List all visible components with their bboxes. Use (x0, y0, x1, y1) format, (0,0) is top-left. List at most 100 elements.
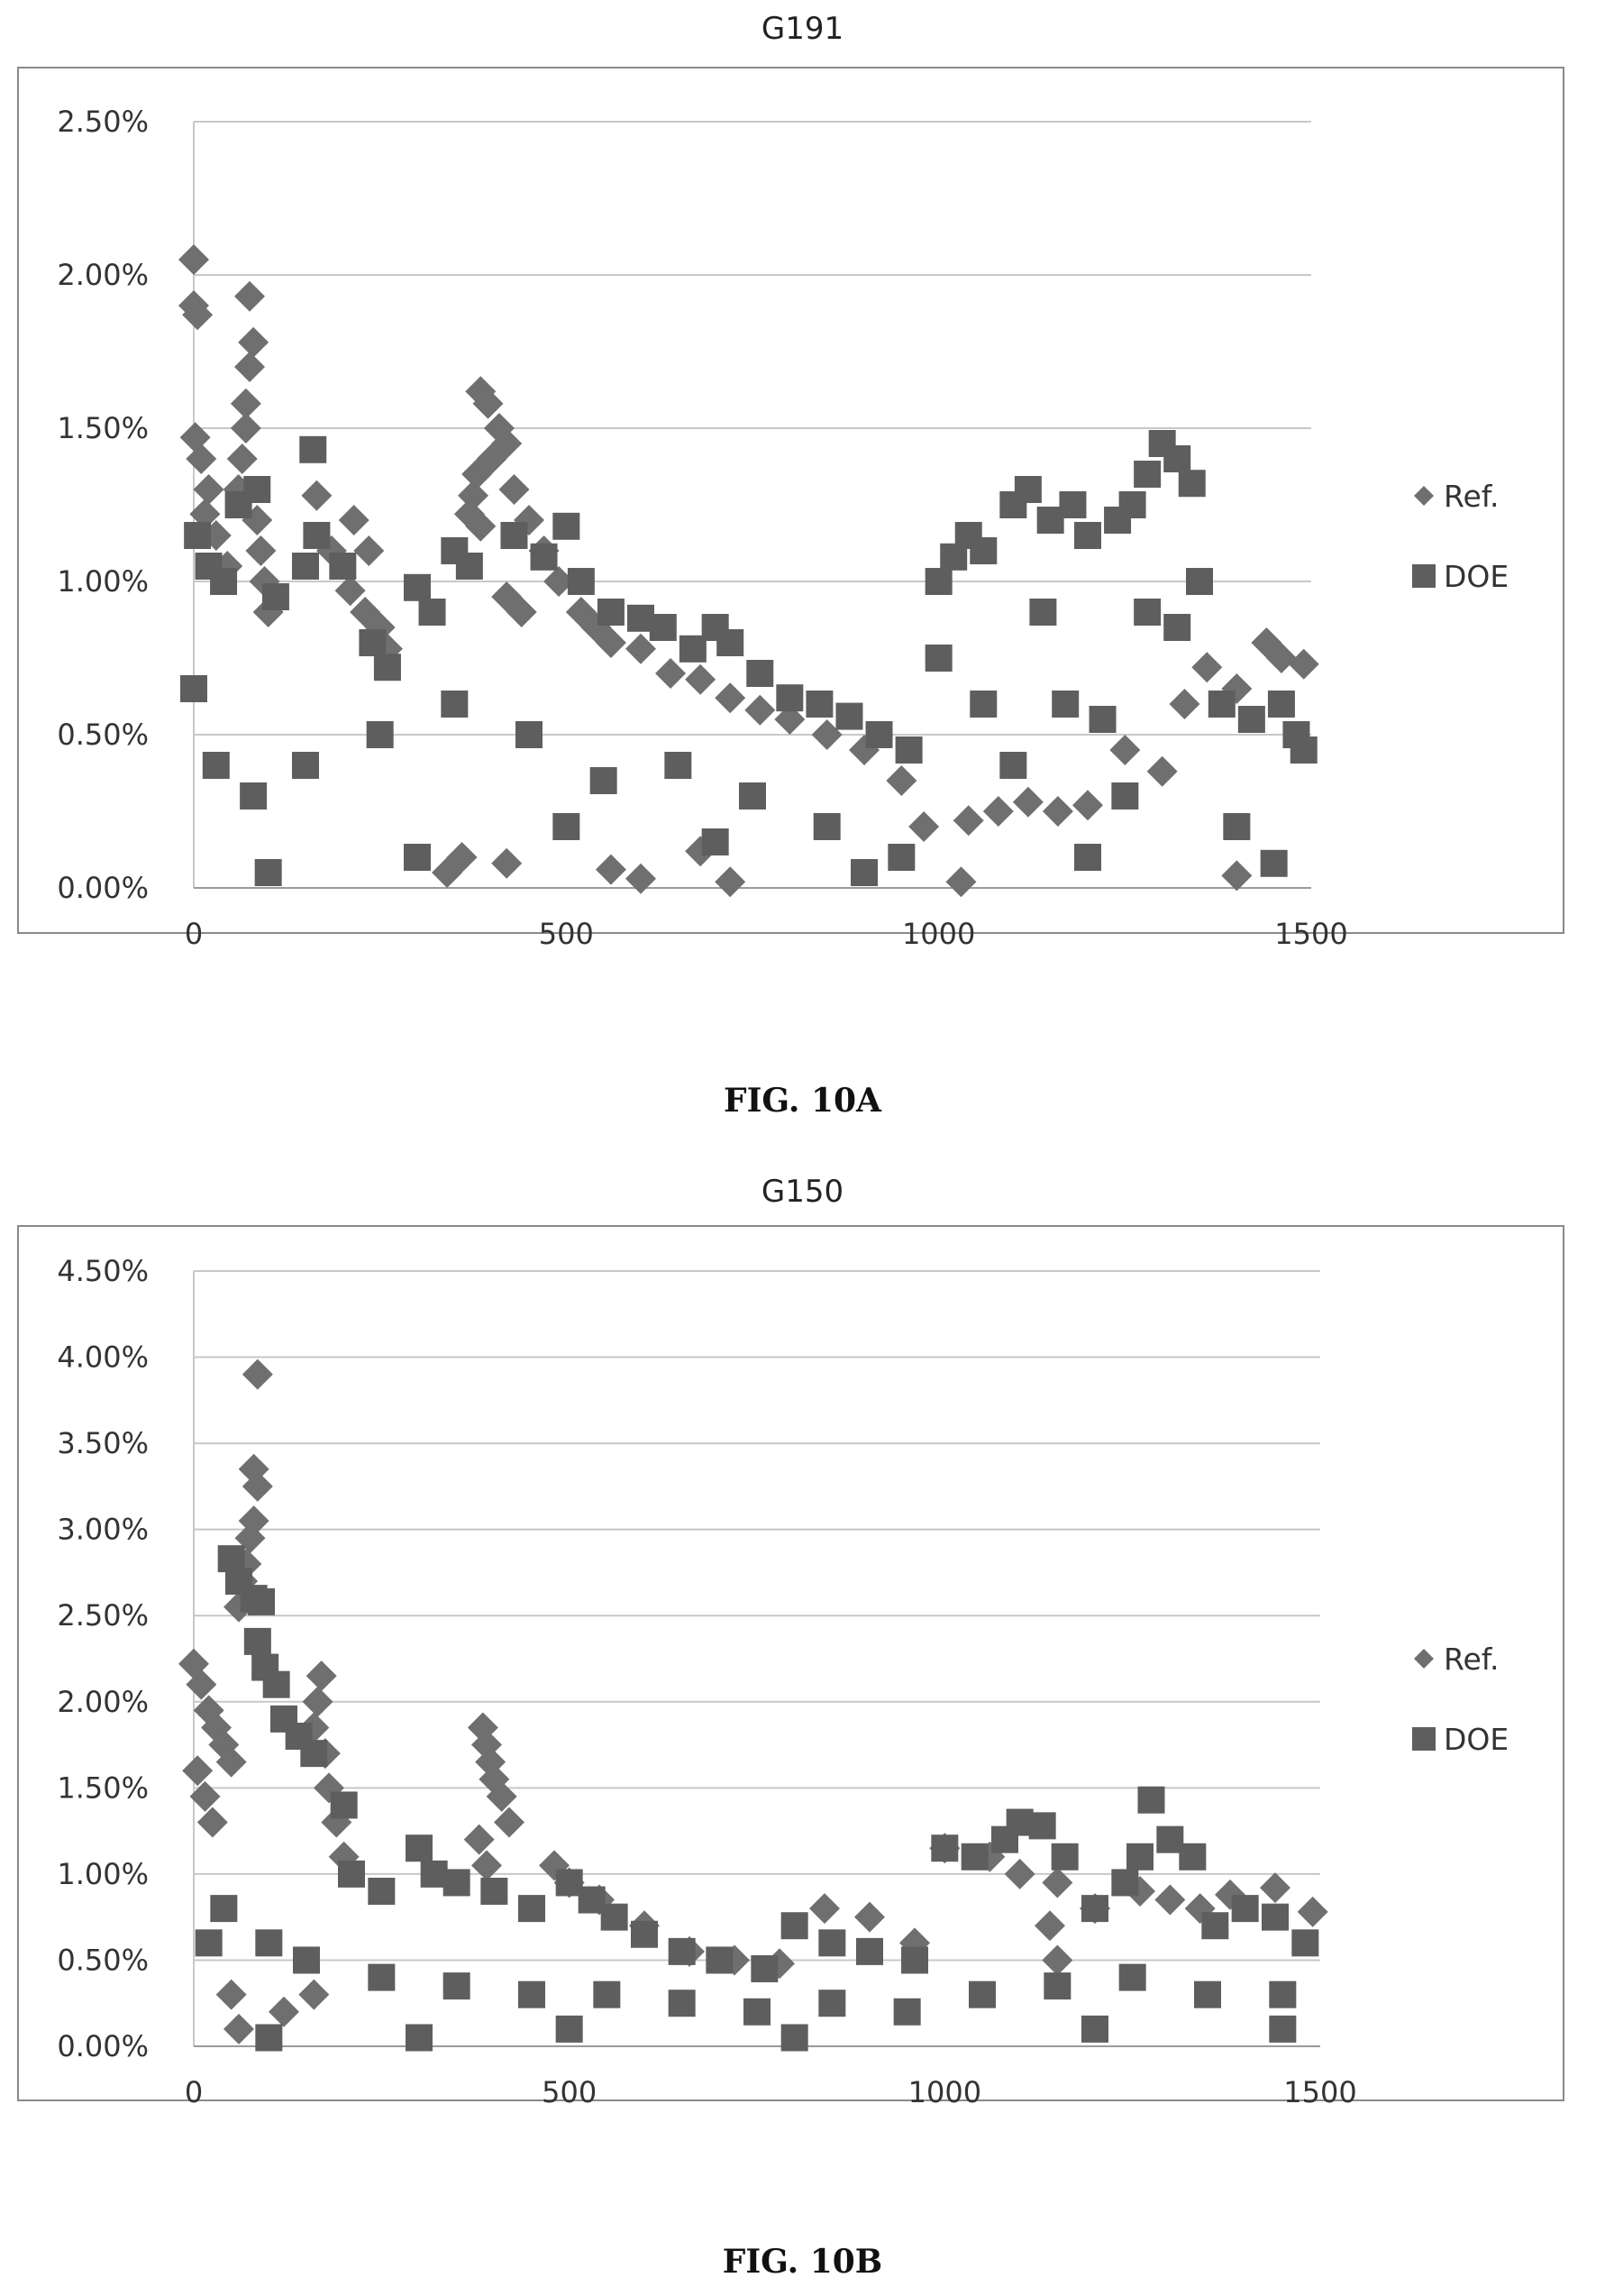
doe-point (1134, 461, 1162, 488)
y-tick-label: 0.00% (57, 871, 149, 905)
doe-point (366, 721, 394, 748)
y-tick-label: 3.00% (57, 1513, 149, 1547)
y-tick-label: 1.00% (57, 1857, 149, 1891)
doe-point (780, 2024, 808, 2052)
doe-point (668, 1937, 696, 1965)
ref-point (334, 575, 366, 607)
doe-point (1074, 522, 1101, 549)
y-tick-label: 0.50% (57, 1943, 149, 1977)
ref-point (242, 1358, 273, 1390)
x-tick-label: 0 (185, 917, 203, 951)
figure-10a: G191 0.00% 0.50% 1.00% 1.50% 2.00% 2.50% 0 500 1… (0, 0, 1605, 1120)
doe-point (1089, 706, 1117, 733)
doe-point (1059, 491, 1087, 518)
doe-point (1201, 1912, 1229, 1940)
ref-point (196, 1807, 228, 1838)
ref-point (465, 510, 497, 542)
doe-point (248, 1587, 275, 1615)
ref-point (1169, 689, 1200, 719)
doe-point (806, 691, 834, 718)
legend-diamond-icon (1414, 486, 1434, 506)
ref-point (1072, 790, 1103, 821)
doe-point (1163, 614, 1191, 641)
doe-point (1028, 1812, 1056, 1840)
ref-point (1260, 1872, 1290, 1904)
ref-point (1146, 755, 1178, 787)
doe-point (368, 1878, 396, 1905)
doe-point (293, 1946, 320, 1974)
doe-point (901, 1946, 928, 1974)
y-tick-label: 2.50% (57, 105, 149, 139)
legend-square-icon (1412, 564, 1436, 588)
doe-point (1178, 470, 1206, 498)
legend-label: DOE (1444, 1722, 1509, 1757)
y-tick-label: 2.00% (57, 1685, 149, 1719)
doe-point (701, 828, 729, 855)
doe-point (813, 813, 841, 840)
doe-point (835, 702, 863, 730)
doe-point (893, 1998, 921, 2026)
doe-point (195, 1929, 223, 1957)
ref-point (1042, 796, 1073, 827)
doe-point (1262, 1903, 1289, 1931)
doe-point (931, 1834, 959, 1862)
ref-point (715, 866, 746, 898)
figure-caption: FIG. 10B (722, 2243, 883, 2281)
legend-label: DOE (1444, 559, 1509, 594)
ref-point (242, 1470, 273, 1502)
doe-point (518, 1895, 545, 1923)
chart-frame (17, 67, 1564, 934)
series-doe (195, 1545, 1319, 2052)
doe-point (746, 660, 774, 687)
ref-point (543, 566, 575, 597)
series-doe (180, 430, 1318, 886)
doe-point (739, 782, 766, 810)
ref-point (463, 1824, 495, 1855)
doe-point (1081, 1895, 1108, 1923)
doe-point (1179, 1843, 1207, 1871)
doe-point (706, 1946, 734, 1974)
doe-point (970, 691, 998, 718)
ref-point (1042, 1867, 1073, 1898)
doe-point (1223, 813, 1251, 840)
ref-point (471, 1850, 502, 1881)
ref-point (446, 842, 478, 873)
ref-point (182, 299, 214, 331)
ref-point (230, 413, 261, 444)
ref-point (491, 847, 523, 879)
ref-point (625, 633, 656, 664)
doe-point (1014, 476, 1042, 503)
doe-point (1118, 491, 1146, 518)
doe-point (555, 2015, 583, 2043)
doe-point (751, 1955, 779, 1982)
ref-point (189, 499, 221, 530)
ref-point (744, 694, 776, 726)
chart-title: G191 (761, 11, 844, 47)
doe-point (300, 1740, 328, 1768)
doe-point (552, 813, 580, 840)
ref-point (475, 1746, 506, 1778)
doe-point (1269, 1980, 1297, 2008)
ref-point (186, 444, 217, 474)
ref-point (811, 719, 843, 750)
doe-point (780, 1912, 808, 1940)
x-tick-label: 1500 (1274, 917, 1347, 951)
scatter-chart-g150: 0.00% 0.50% 1.00% 1.50% 2.00% 2.50% 3.00% 3.50%… (17, 1225, 1564, 2109)
doe-point (631, 1920, 658, 1948)
doe-point (1029, 599, 1057, 626)
doe-point (589, 767, 617, 794)
ref-point (302, 1686, 333, 1717)
y-tick-label: 1.50% (57, 411, 149, 445)
legend-label: Ref. (1444, 1642, 1499, 1677)
ref-point (186, 1669, 217, 1700)
doe-point (261, 583, 289, 610)
doe-point (373, 654, 401, 681)
ref-point (305, 1660, 337, 1692)
legend-diamond-icon (1414, 1649, 1434, 1669)
ref-point (193, 474, 224, 505)
doe-point (668, 1990, 696, 2017)
doe-point (1137, 1786, 1165, 1814)
doe-point (1134, 599, 1162, 626)
ref-point (182, 1755, 214, 1787)
doe-point (500, 522, 528, 549)
